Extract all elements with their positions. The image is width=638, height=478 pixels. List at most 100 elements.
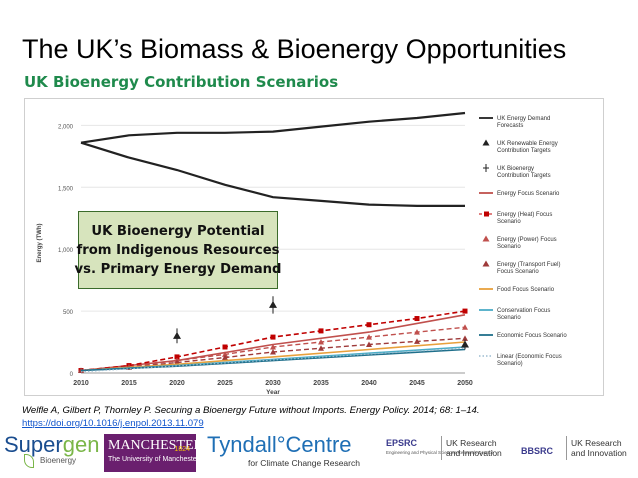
series-point [366, 322, 372, 328]
series-point [270, 334, 276, 340]
manchester-logo: MANCHESTER 1824 The University of Manche… [104, 434, 203, 472]
legend-label-line: Linear (Economic Focus [497, 354, 562, 360]
series-line-9 [80, 347, 466, 373]
manchester-year: 1824 [174, 446, 190, 453]
legend-label-line: Focus Scenario [497, 269, 539, 275]
divider [566, 436, 567, 460]
y-tick-label: 1,500 [58, 186, 74, 192]
legend-label-line: Forecasts [497, 123, 523, 129]
citation-text: Welfle A, Gilbert P, Thornley P. Securin… [22, 405, 480, 416]
legend-label-line: Contribution Targets [497, 173, 551, 179]
y-tick-label: 0 [70, 372, 74, 378]
overlay-line-3: vs. Primary Energy Demand [74, 261, 282, 277]
leaf-icon [24, 454, 34, 468]
legend-label: Energy (Transport Fuel) Focus Scenario [497, 262, 560, 275]
footer-logos: Supergen Bioenergy MANCHESTER 1824 The U… [0, 432, 638, 478]
legend-label: Food Focus Scenario [497, 287, 555, 293]
overlay-line-2: from Indigenous Resources [76, 242, 280, 258]
legend-marker [484, 211, 489, 217]
ukri-1-line-b: and Innovation [446, 448, 502, 458]
supergen-subtitle: Bioenergy [40, 456, 77, 465]
legend-label-line: Economic Focus Scenario [497, 333, 567, 339]
y-tick-label: 500 [63, 310, 74, 316]
legend-label: Energy Focus Scenario [497, 191, 560, 197]
y-tick-label: 2,000 [58, 124, 74, 130]
divider [441, 436, 442, 460]
x-tick-label: 2030 [265, 380, 281, 387]
target-point [461, 340, 469, 348]
series-point [222, 351, 228, 357]
legend-label-line: Conservation Focus [497, 308, 550, 314]
legend-label: UK Renewable Energy Contribution Targets [497, 141, 558, 154]
series-point [462, 324, 468, 330]
bbsrc-logo: BBSRC [521, 446, 554, 456]
scenario-chart: 0 500 1,000 1,500 2,000 2010 2015 2020 2025 2030 2… [37, 111, 567, 396]
manchester-name: MANCHESTER [108, 438, 203, 453]
series-line-6 [80, 341, 466, 372]
series-point [414, 338, 420, 344]
legend-label-line: Food Focus Scenario [497, 287, 555, 293]
y-axis-label: Energy (TWh) [37, 224, 43, 263]
series-point [414, 329, 420, 335]
x-tick-label: 2015 [121, 380, 137, 387]
supergen-word-a: Super [4, 432, 63, 457]
x-tick-label: 2050 [457, 380, 473, 387]
slide-title: The UK’s Biomass & Bioenergy Opportuniti… [22, 34, 567, 64]
series-point [318, 345, 324, 351]
legend-marker [482, 235, 490, 242]
legend-label-line: Energy (Heat) Focus [497, 212, 552, 218]
legend-label-line: UK Energy Demand [497, 116, 550, 122]
citation-link[interactable]: https://doi.org/10.1016/j.enpol.2013.11.… [22, 418, 204, 429]
series-point [318, 339, 324, 345]
x-tick-label: 2020 [169, 380, 185, 387]
legend-label: Linear (Economic Focus Scenario) [497, 354, 562, 367]
legend-label-line: Energy (Power) Focus [497, 237, 557, 243]
legend-label: Energy (Power) Focus Scenario [497, 237, 557, 250]
target-point [173, 331, 181, 339]
legend-label-line: UK Renewable Energy [497, 141, 558, 147]
supergen-logo: Supergen [4, 432, 99, 458]
series-line-3 [80, 310, 466, 372]
legend-label-line: UK Bioenergy [497, 166, 534, 172]
tyndall-subtitle: for Climate Change Research [248, 458, 360, 468]
legend-label: UK Bioenergy Contribution Targets [497, 166, 551, 179]
series-point [414, 316, 420, 322]
series-point [222, 344, 228, 350]
legend-label-line: Scenario [497, 315, 521, 321]
series-line-1 [80, 141, 465, 208]
series-point [174, 354, 180, 360]
legend-marker [482, 139, 490, 146]
epsrc-subtitle: Engineering and Physical Sciences Resear… [386, 450, 494, 455]
legend-label: Conservation Focus Scenario [497, 308, 550, 321]
legend-label: UK Energy Demand Forecasts [497, 116, 550, 129]
legend-label: Economic Focus Scenario [497, 333, 567, 339]
series-point [318, 328, 324, 334]
x-tick-label: 2045 [409, 380, 425, 387]
overlay-callout: UK Bioenergy Potential from Indigenous R… [75, 211, 281, 289]
series-point [462, 308, 468, 314]
series-point [366, 341, 372, 348]
series-point [222, 354, 228, 361]
target-point [269, 300, 277, 308]
epsrc-logo: EPSRC [386, 438, 418, 448]
ukri-2-line-b: and Innovation [571, 448, 627, 458]
series-point [270, 348, 276, 355]
legend-label-line: Energy Focus Scenario [497, 191, 560, 197]
legend-marker [482, 260, 490, 267]
x-axis-label: Year [266, 389, 280, 396]
overlay-line-1: UK Bioenergy Potential [91, 223, 265, 239]
x-tick-label: 2040 [361, 380, 377, 387]
legend-label: Energy (Heat) Focus Scenario [497, 212, 552, 225]
series-line-2 [80, 314, 466, 372]
y-tick-label: 1,000 [58, 248, 74, 254]
slide-subtitle: UK Bioenergy Contribution Scenarios [24, 73, 339, 91]
legend-label-line: Contribution Targets [497, 148, 551, 154]
x-tick-label: 2025 [217, 380, 233, 387]
ukri-logo-1: UK Research and Innovation [446, 438, 502, 458]
tyndall-logo: Tyndall°Centre [207, 432, 352, 457]
ukri-logo-2: UK Research and Innovation [571, 438, 627, 458]
series-point [270, 344, 276, 350]
manchester-subtitle: The University of Manchester [108, 456, 200, 463]
x-tick-label: 2035 [313, 380, 329, 387]
supergen-word-b: gen [62, 432, 100, 457]
